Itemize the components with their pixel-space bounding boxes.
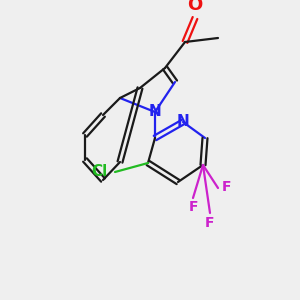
Text: N: N [177,115,189,130]
Text: N: N [148,104,161,119]
Text: O: O [188,0,202,14]
Text: F: F [222,180,232,194]
Text: Cl: Cl [92,164,108,179]
Text: F: F [204,216,214,230]
Text: F: F [188,200,198,214]
